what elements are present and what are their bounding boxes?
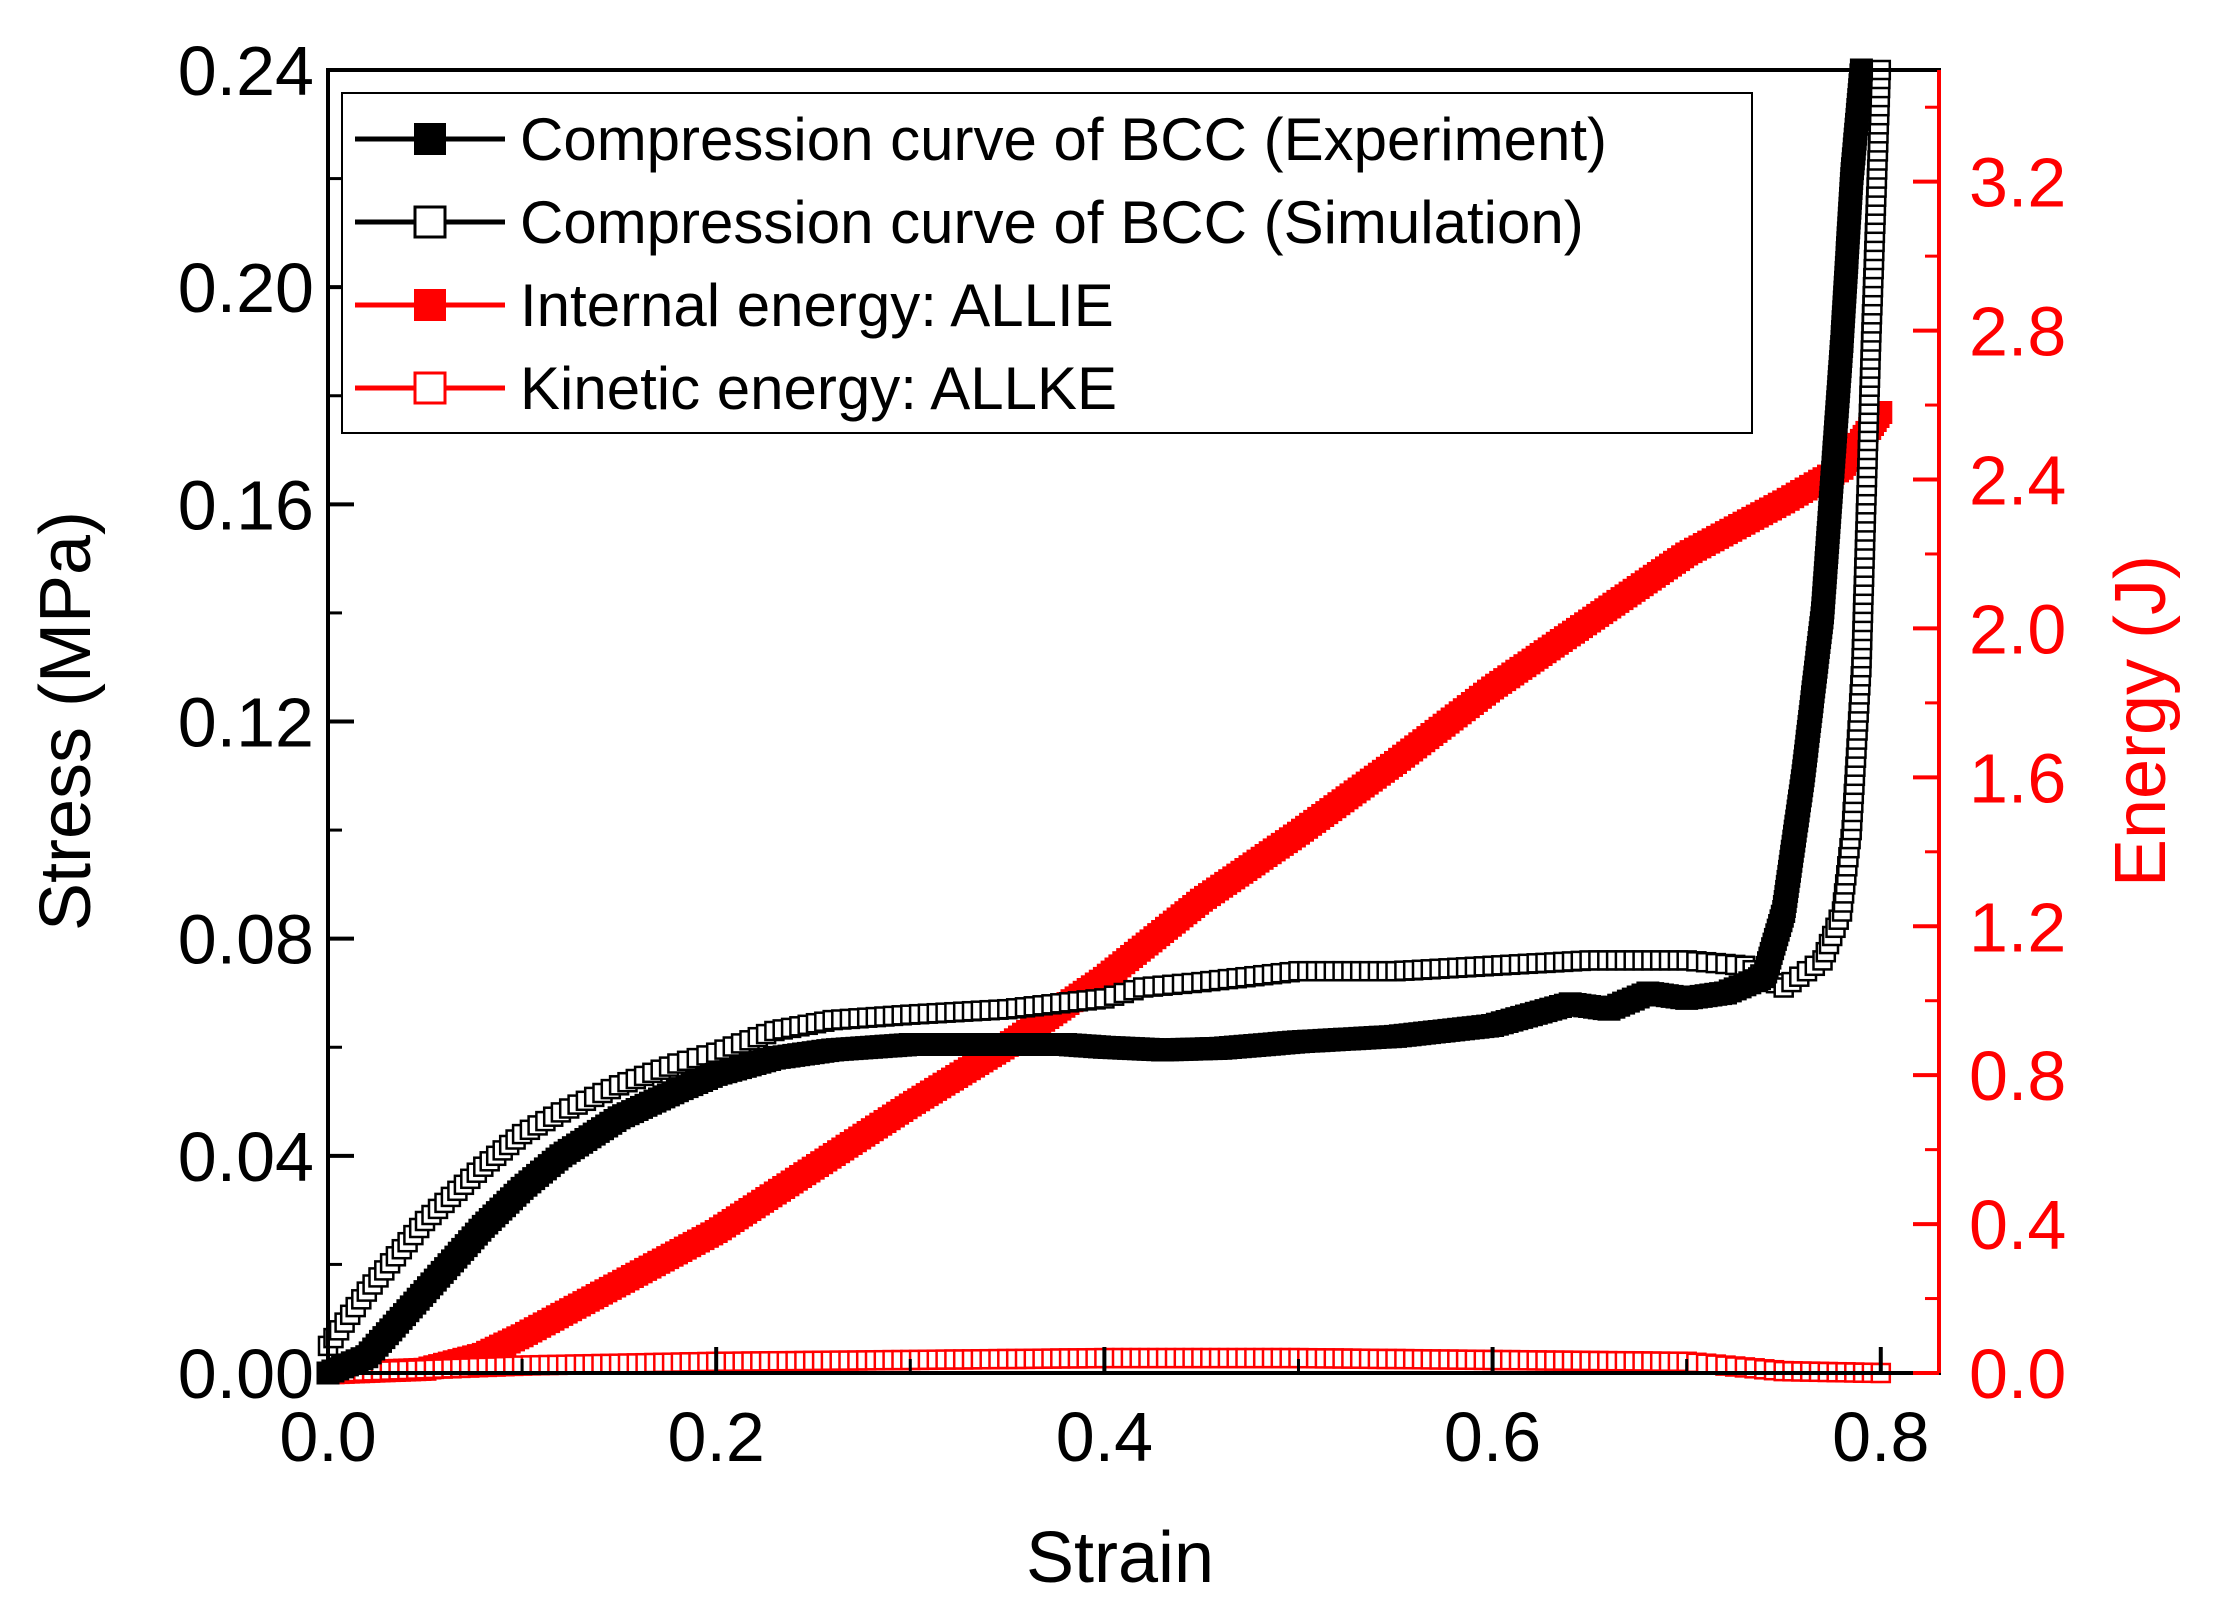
legend-marker-filled-black xyxy=(414,123,446,155)
series-0 xyxy=(316,58,1873,1385)
series-3 xyxy=(317,1347,1892,1384)
series-2 xyxy=(316,401,1893,1385)
x-tick-label: 0.8 xyxy=(1832,1398,1929,1476)
right-y-tick-label: 2.8 xyxy=(1969,293,2066,371)
x-tick-label: 0.0 xyxy=(279,1398,376,1476)
right-y-tick-label: 0.4 xyxy=(1969,1186,2066,1264)
right-y-tick-label: 3.2 xyxy=(1969,144,2066,222)
legend: Compression curve of BCC (Experiment) Co… xyxy=(341,92,1753,434)
legend-entry-experiment: Compression curve of BCC (Experiment) xyxy=(355,106,1607,173)
x-tick-label: 0.4 xyxy=(1056,1398,1153,1476)
right-y-tick-label: 1.2 xyxy=(1969,888,2066,966)
x-tick-label: 0.2 xyxy=(668,1398,765,1476)
legend-label-simulation: Compression curve of BCC (Simulation) xyxy=(520,189,1584,256)
series-layer xyxy=(316,58,1893,1385)
right-y-tick-label: 0.0 xyxy=(1969,1335,2066,1413)
legend-marker-open-black xyxy=(413,205,447,239)
x-tick-label: 0.6 xyxy=(1444,1398,1541,1476)
right-y-tick-label: 2.4 xyxy=(1969,442,2066,520)
legend-box xyxy=(341,92,1753,434)
right-y-tick-label: 0.8 xyxy=(1969,1037,2066,1115)
left-y-tick-label: 0.16 xyxy=(178,466,314,544)
left-y-axis-ticks: 0.00 0.04 0.08 0.12 0.16 0.20 0.24 xyxy=(178,32,354,1413)
left-y-tick-label: 0.20 xyxy=(178,249,314,327)
legend-entry-allke: Kinetic energy: ALLKE xyxy=(355,355,1117,422)
left-y-tick-label: 0.08 xyxy=(178,901,314,979)
legend-entry-simulation: Compression curve of BCC (Simulation) xyxy=(355,189,1584,256)
right-y-axis-title: Energy (J) xyxy=(2101,555,2181,887)
legend-label-allie: Internal energy: ALLIE xyxy=(520,272,1114,339)
legend-marker-filled-red xyxy=(414,289,446,321)
series-line xyxy=(327,411,1883,1375)
left-y-tick-label: 0.04 xyxy=(178,1118,314,1196)
right-y-tick-label: 2.0 xyxy=(1969,590,2066,668)
left-y-tick-label: 0.12 xyxy=(178,684,314,762)
x-axis-ticks: 0.0 0.2 0.4 0.6 0.8 xyxy=(279,1347,1929,1476)
legend-marker-open-red xyxy=(413,371,447,405)
left-y-axis-title: Stress (MPa) xyxy=(26,511,106,931)
left-y-tick-label: 0.24 xyxy=(178,32,314,110)
left-y-tick-label: 0.00 xyxy=(178,1335,314,1413)
legend-entry-allie: Internal energy: ALLIE xyxy=(355,272,1114,339)
right-y-axis-ticks: 0.0 0.4 0.8 1.2 1.6 2.0 2.4 2.8 3.2 xyxy=(1913,105,2066,1413)
legend-label-experiment: Compression curve of BCC (Experiment) xyxy=(520,106,1607,173)
legend-label-allke: Kinetic energy: ALLKE xyxy=(520,355,1117,422)
right-y-tick-label: 1.6 xyxy=(1969,739,2066,817)
x-axis-title: Strain xyxy=(1026,1518,1214,1598)
